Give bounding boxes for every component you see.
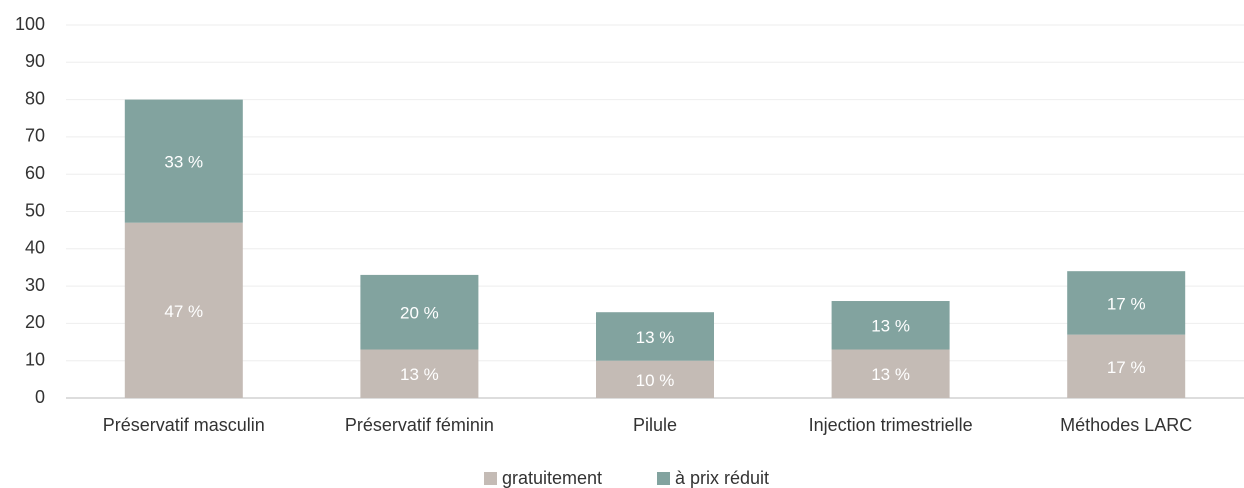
y-tick-label: 30 (25, 275, 45, 295)
value-label: 33 % (164, 153, 203, 172)
y-tick-label: 50 (25, 200, 45, 220)
y-tick-label: 90 (25, 51, 45, 71)
legend-swatch (484, 472, 497, 485)
x-tick-label: Préservatif féminin (345, 415, 494, 435)
y-tick-label: 10 (25, 349, 45, 369)
y-tick-label: 70 (25, 126, 45, 146)
bar-segment (124, 222, 243, 398)
legend-label: à prix réduit (675, 468, 769, 488)
bar-segment (596, 360, 714, 398)
value-label: 47 % (164, 302, 203, 321)
legend-label: gratuitement (502, 468, 602, 488)
value-label: 20 % (400, 304, 439, 323)
bar-segment (831, 301, 950, 350)
bar-segment (831, 349, 950, 398)
bar-segment (360, 274, 479, 350)
bar-segment (596, 312, 714, 361)
y-tick-label: 0 (35, 387, 45, 407)
y-tick-label: 60 (25, 163, 45, 183)
value-label: 13 % (400, 365, 439, 384)
x-tick-label: Préservatif masculin (103, 415, 265, 435)
value-label: 10 % (636, 371, 675, 390)
x-tick-label: Injection trimestrielle (809, 415, 973, 435)
value-label: 17 % (1107, 294, 1146, 313)
value-label: 13 % (636, 328, 675, 347)
bar-segment (1067, 334, 1186, 398)
legend-swatch (657, 472, 670, 485)
bar-segment (360, 349, 479, 398)
x-tick-label: Méthodes LARC (1060, 415, 1192, 435)
value-label: 13 % (871, 317, 910, 336)
bar-segment (124, 99, 243, 223)
bar-segment (1067, 271, 1186, 335)
value-label: 17 % (1107, 358, 1146, 377)
value-label: 13 % (871, 365, 910, 384)
x-tick-label: Pilule (633, 415, 677, 435)
y-tick-label: 100 (15, 14, 45, 34)
y-tick-label: 40 (25, 238, 45, 258)
y-tick-label: 20 (25, 312, 45, 332)
y-tick-label: 80 (25, 88, 45, 108)
